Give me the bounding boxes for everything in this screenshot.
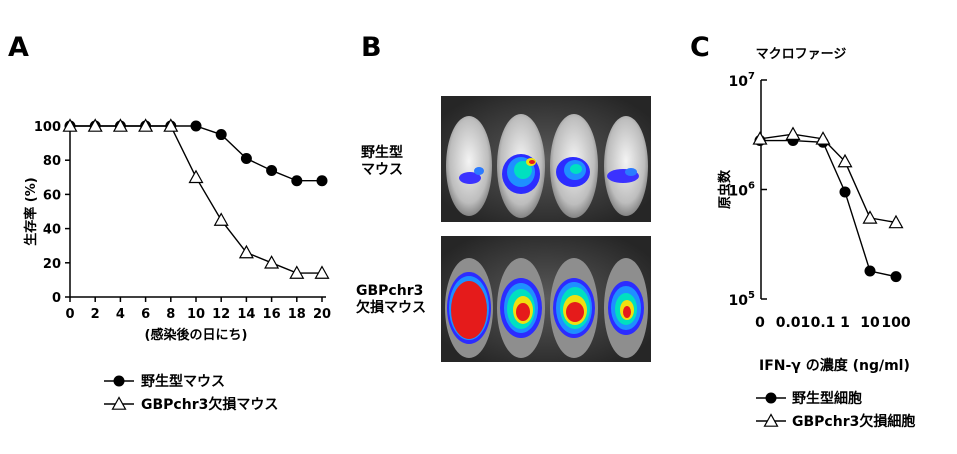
series-1-point — [837, 153, 853, 168]
y-tick-exponent: 6 — [748, 181, 755, 192]
series-1-point — [213, 212, 229, 226]
series-0-point — [316, 175, 328, 187]
y-tick-base: 10 — [729, 74, 749, 90]
series-line-1 — [759, 133, 897, 224]
imaging-photo-wild-type — [441, 96, 651, 222]
mouse-ko-1 — [445, 258, 493, 358]
series-0-point — [291, 175, 303, 187]
mouse-ko-4 — [604, 258, 648, 358]
y-tick-label: 40 — [43, 223, 61, 238]
x-tick-label: 0 — [755, 315, 765, 331]
legend-label-1: GBPchr3欠損マウス — [141, 396, 278, 413]
imaging-photo-knockout-image — [441, 236, 651, 362]
row-label-knockout-line2: 欠損マウス — [356, 300, 426, 316]
series-1-point — [87, 118, 103, 132]
y-tick-base: 10 — [729, 293, 749, 309]
legend-label-1: GBPchr3欠損細胞 — [792, 413, 915, 430]
x-tick-label: 0.01 — [776, 315, 811, 331]
series-line-1 — [70, 125, 322, 274]
x-tick-label: 12 — [212, 307, 230, 322]
series-0-point — [839, 186, 851, 198]
series-1-point — [264, 255, 280, 269]
series-0-point — [266, 164, 278, 176]
legend-label-0: 野生型マウス — [141, 373, 225, 390]
series-1-point — [289, 265, 305, 279]
x-tick-label: 20 — [313, 307, 331, 322]
y-tick-label: 20 — [43, 257, 61, 272]
series-1-point — [888, 214, 904, 229]
x-axis-label: (感染後の日にち) — [145, 327, 248, 343]
x-tick-label: 10 — [860, 315, 880, 331]
series-line-0 — [760, 139, 897, 278]
series-1-point — [862, 210, 878, 224]
y-tick-exponent: 7 — [748, 71, 755, 82]
y-tick-label: 107 — [729, 71, 755, 90]
series-1-point — [314, 265, 330, 279]
chart-title: マクロファージ — [756, 47, 847, 62]
y-tick-label: 100 — [34, 120, 61, 135]
series-1-point — [138, 118, 154, 132]
row-label-wild-type: 野生型 マウス — [361, 145, 403, 179]
legend-marker-0 — [765, 392, 777, 404]
legend-marker-0 — [113, 375, 125, 387]
panel-letter-b: B — [361, 32, 382, 63]
mouse-wt-3 — [550, 114, 598, 218]
x-tick-label: 18 — [288, 307, 306, 322]
series-1-point — [163, 118, 179, 132]
y-tick-label: 105 — [729, 290, 755, 309]
legend-marker-1 — [763, 413, 779, 427]
y-tick-label: 60 — [43, 188, 61, 203]
series-1-point — [112, 118, 128, 132]
series-0-point — [190, 120, 202, 132]
mouse-ko-2 — [497, 258, 545, 358]
panel-letter-a: A — [8, 32, 29, 63]
series-1-point — [752, 131, 768, 145]
series-1-point — [815, 131, 831, 145]
series-0-point — [890, 271, 902, 283]
imaging-photo-wild-type-image — [441, 96, 651, 222]
row-label-knockout-line1: GBPchr3 — [356, 283, 424, 299]
x-tick-label: 2 — [91, 307, 100, 322]
x-tick-label: 16 — [263, 307, 281, 322]
x-tick-label: 14 — [237, 307, 255, 322]
series-1-point — [188, 169, 204, 184]
imaging-photo-knockout — [441, 236, 651, 362]
x-tick-label: 0 — [65, 307, 74, 322]
x-tick-label: 6 — [141, 307, 150, 322]
row-label-wild-type-line1: 野生型 — [361, 145, 403, 161]
x-tick-label: 4 — [116, 307, 125, 322]
row-label-knockout: GBPchr3 欠損マウス — [356, 283, 426, 317]
x-tick-label: 8 — [166, 307, 175, 322]
series-0-point — [240, 152, 252, 164]
mouse-wt-4 — [604, 116, 648, 216]
y-tick-label: 0 — [52, 291, 61, 306]
legend-label-0: 野生型細胞 — [792, 390, 862, 407]
mouse-ko-3 — [550, 258, 598, 358]
series-1-point — [785, 126, 801, 140]
y-axis-label: 原虫数 — [717, 169, 733, 209]
series-0-point — [215, 129, 227, 141]
mouse-wt-2 — [497, 114, 545, 218]
panel-letter-c: C — [690, 32, 710, 63]
x-tick-label: 0.1 — [811, 315, 836, 331]
mouse-wt-1 — [446, 116, 492, 216]
y-tick-label: 80 — [43, 154, 61, 169]
series-1-point — [62, 118, 78, 132]
legend-marker-1 — [111, 396, 127, 410]
x-tick-label: 1 — [840, 315, 850, 331]
y-tick-exponent: 5 — [748, 290, 755, 301]
x-tick-label: 100 — [881, 315, 910, 331]
row-label-wild-type-line2: マウス — [361, 162, 403, 178]
x-axis-label: IFN-γ の濃度 (ng/ml) — [759, 357, 910, 374]
x-tick-label: 10 — [187, 307, 205, 322]
series-0-point — [864, 265, 876, 277]
y-axis-label: 生存率 (%) — [23, 177, 39, 245]
survival-chart: 0 20 40 60 80 100 0 2 4 6 8 10 12 14 16 18 20 (感染後の日にち) 生存… — [23, 118, 331, 413]
series-1-point — [238, 244, 254, 259]
y-tick-label: 106 — [729, 181, 755, 200]
y-tick-base: 10 — [729, 184, 749, 200]
